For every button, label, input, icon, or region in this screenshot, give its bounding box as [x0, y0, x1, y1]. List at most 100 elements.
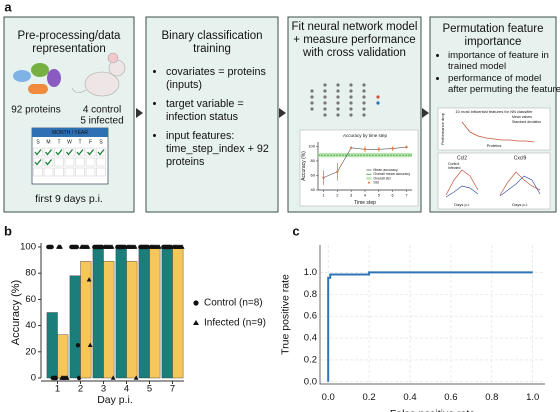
nn-node: [349, 107, 353, 111]
calendar-cell: [96, 167, 106, 177]
x-tick-label: 0.2: [362, 392, 375, 403]
bar: [115, 246, 127, 379]
nn-node: [336, 113, 340, 117]
legend-label: Infected (n=9): [204, 318, 266, 329]
data-point: [75, 343, 81, 348]
checkmark: [55, 149, 63, 156]
calendar-cell: [64, 167, 75, 177]
bar: [126, 261, 138, 379]
data-point: [64, 375, 70, 380]
y-tick-label: 1.0: [304, 267, 317, 278]
inset-axis-label: Proteins: [487, 143, 502, 148]
y-tick-label: 100: [20, 242, 36, 253]
data-line: [327, 271, 533, 382]
arrows: [136, 108, 429, 118]
inset-axis-label: Performance drop: [440, 112, 445, 145]
calendar-cell: [85, 157, 96, 167]
y-tick-label: 40: [25, 320, 36, 331]
nn-node: [336, 83, 340, 87]
bar: [46, 312, 58, 379]
accuracy-inset-frame: [299, 129, 419, 207]
x-tick-label: 4: [364, 193, 367, 198]
data-point: [391, 147, 394, 150]
step-title: Permutation feature importance: [442, 23, 544, 48]
checkmark: [44, 159, 53, 166]
y-tick-label: 60: [25, 294, 36, 305]
checkmark: [44, 149, 53, 156]
x-axis-label: False positive rate: [390, 408, 475, 412]
bar: [80, 261, 92, 379]
nn-node: [323, 95, 327, 99]
x-tick-label: 0.8: [485, 392, 498, 403]
checkmark: [34, 159, 42, 166]
data-point: [74, 244, 80, 250]
legend-label: Overall std: [373, 176, 390, 180]
nn-node: [362, 107, 366, 111]
data-point: [87, 342, 93, 348]
calendar-cell: [43, 147, 54, 157]
nn-node: [323, 107, 327, 111]
data-point: [49, 244, 54, 250]
nn-node: [349, 89, 353, 93]
calendar-header-text: MONTH / YEAR: [52, 130, 88, 136]
data-point: [133, 375, 139, 380]
data-point: [405, 145, 408, 149]
data-point: [110, 375, 116, 380]
y-tick-label: 80: [25, 268, 36, 279]
calendar-cell: [54, 157, 64, 167]
calendar-cell: [96, 147, 106, 157]
data-point: [53, 375, 59, 381]
y-axis-label: True positive rate: [280, 274, 292, 355]
arrow: [279, 108, 286, 118]
checkmark: [86, 149, 95, 156]
group-label: 4 control: [83, 105, 121, 116]
calendar-cell: [43, 167, 54, 177]
axis: [317, 142, 412, 191]
x-tick-label: 1: [55, 384, 60, 395]
bar: [69, 275, 81, 379]
x-tick-label: 5: [378, 193, 381, 198]
nn-node: [376, 101, 380, 105]
mouse-icon: [71, 52, 126, 97]
inset-legend: Mean values: [512, 115, 532, 119]
checkmark: [34, 149, 42, 156]
bullet: covariates = proteins (inputs): [166, 66, 284, 92]
data-point: [377, 148, 381, 151]
bullet-list: covariates = proteins (inputs) target va…: [152, 66, 284, 175]
inset-legend: Standard deviation: [512, 120, 541, 124]
nn-node: [323, 101, 327, 105]
legend-swatch: [367, 181, 370, 184]
calendar-day: F: [89, 139, 92, 145]
calendar-cell: [75, 157, 85, 167]
y-tick-label: 0.4: [304, 333, 317, 344]
nn-node: [376, 95, 380, 99]
nn-node: [362, 83, 366, 87]
nn-node: [310, 107, 314, 111]
y-axis-label: Accuracy (%): [10, 280, 22, 345]
nn-node: [323, 89, 327, 93]
calendar-day: S: [99, 139, 103, 145]
x-tick-label: 6: [392, 193, 395, 198]
calendar-day: W: [67, 139, 72, 145]
nn-node: [310, 89, 314, 93]
x-tick-label: 1.0: [526, 392, 539, 403]
nn-node: [336, 95, 340, 99]
legend-swatch: [366, 177, 372, 180]
bullet: input features: time_step_index + 92 pro…: [166, 130, 284, 169]
y-axis-label: Accuracy (%): [301, 151, 307, 181]
step-caption: first 9 days p.i.: [35, 193, 103, 205]
y-tick-label: 20: [25, 346, 36, 357]
legend-marker: [193, 300, 199, 306]
step-title: Pre-processing/data representation: [17, 30, 121, 55]
calendar-day: T: [78, 139, 81, 145]
data-point: [132, 244, 138, 249]
data-point: [349, 146, 353, 150]
data-point: [336, 170, 339, 174]
step-title: Fit neural network model + measure perfo…: [291, 21, 418, 59]
bullet: importance of feature in trained model: [448, 50, 560, 72]
nn-node: [310, 101, 314, 105]
legend-label: Mean accuracy: [373, 168, 398, 172]
y-tick-label: 0.0: [304, 376, 317, 387]
nn-node: [323, 113, 327, 117]
